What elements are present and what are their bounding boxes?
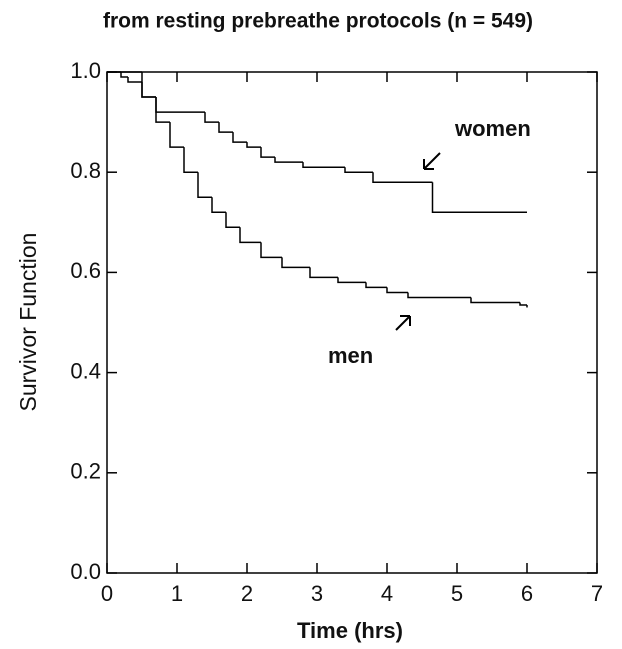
arrow	[395, 152, 441, 331]
step-segment	[281, 257, 310, 269]
step-segment	[365, 282, 387, 289]
annotation: women	[454, 116, 531, 141]
step-segment	[232, 132, 247, 143]
step-segment	[246, 142, 261, 148]
step-segment	[141, 82, 156, 98]
step-segment	[141, 72, 156, 98]
step-segment	[183, 147, 198, 173]
x-tick-label: 7	[591, 581, 603, 606]
step-segment	[309, 267, 338, 279]
x-tick-label: 3	[311, 581, 323, 606]
step-segment	[344, 167, 373, 173]
step-segment	[260, 242, 282, 259]
step-segment	[169, 122, 184, 148]
x-tick-label: 2	[241, 581, 253, 606]
step-segment	[155, 97, 205, 113]
y-axis-label: Survivor Function	[15, 233, 41, 412]
y-tick-label: 0.0	[70, 559, 101, 584]
step-segment	[218, 122, 233, 133]
step-segment	[407, 292, 471, 299]
y-tick-label: 1.0	[70, 58, 101, 83]
annotation: men	[328, 343, 373, 368]
step-segment	[372, 172, 433, 183]
step-segment	[197, 172, 212, 198]
arrow	[423, 152, 441, 170]
step-segment	[260, 147, 275, 158]
x-tick-label: 1	[171, 581, 183, 606]
y-tick-label: 0.2	[70, 459, 101, 484]
arrow	[395, 315, 411, 331]
step-segment	[211, 197, 226, 214]
y-tick-label: 0.6	[70, 258, 101, 283]
x-axis-label: Time (hrs)	[297, 618, 403, 643]
step-segment	[302, 162, 345, 168]
step-segment	[225, 212, 240, 229]
x-tick-label: 0	[101, 581, 113, 606]
x-tick-label: 6	[521, 581, 533, 606]
x-tick-label: 5	[451, 581, 463, 606]
chart-title: from resting prebreathe protocols (n = 5…	[103, 10, 533, 33]
step-segment	[239, 227, 261, 244]
x-tick-label: 4	[381, 581, 393, 606]
y-tick-label: 0.4	[70, 358, 101, 383]
step-segment	[519, 302, 527, 306]
step-segment	[120, 72, 128, 78]
plot-frame	[106, 71, 598, 574]
step-segment	[470, 297, 520, 304]
step-segment	[274, 157, 303, 163]
y-tick-label: 0.8	[70, 158, 101, 183]
step-segment	[386, 287, 408, 294]
step-segment	[127, 77, 142, 83]
step-segment	[204, 112, 219, 123]
step-segment	[431, 182, 527, 214]
step-segment	[155, 97, 170, 123]
step-segment	[337, 277, 366, 284]
